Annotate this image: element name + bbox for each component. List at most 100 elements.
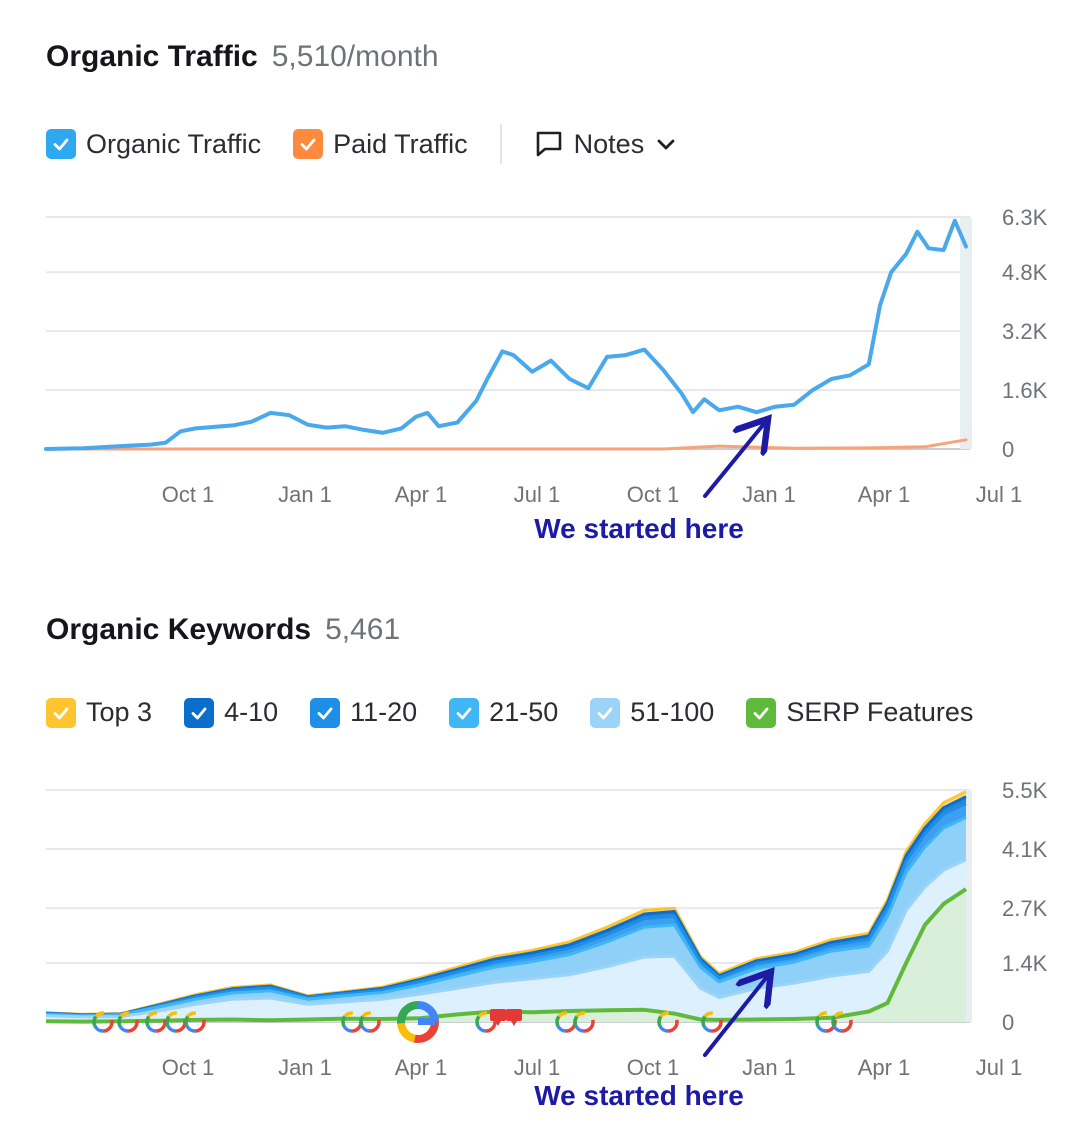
checkbox-organic-traffic[interactable] (46, 129, 76, 159)
google-icon[interactable] (184, 1011, 206, 1033)
legend-item-21-50[interactable]: 21-50 (449, 697, 558, 728)
legend-paid-traffic[interactable]: Paid Traffic (293, 129, 468, 160)
keywords-title: Organic Keywords 5,461 (46, 613, 400, 647)
legend-label: 4-10 (224, 697, 279, 727)
annotation-arrow (703, 425, 763, 498)
x-tick-label: Apr 1 (858, 1055, 911, 1080)
y-tick-label: 2.7K (1002, 896, 1048, 921)
reviews-icon[interactable] (506, 1009, 522, 1026)
google-icon[interactable] (831, 1011, 853, 1033)
keywords-legend: Top 3 4-10 11-20 21-50 51-100 SERP Features (46, 697, 1005, 728)
x-tick-label: Jul 1 (976, 1055, 1022, 1080)
google-icon[interactable] (475, 1011, 497, 1033)
organic-traffic-chart: 0 1.6K 3.2K 4.8K 6.3K Oct 1 Jan 1 Apr 1 Jul 1 Oct… (44, 205, 1048, 544)
y-tick-label: 0 (1002, 437, 1014, 462)
x-tick-label: Oct 1 (627, 482, 680, 507)
legend-divider (499, 124, 502, 164)
google-icon[interactable] (92, 1011, 114, 1033)
x-tick-label: Jan 1 (278, 1055, 332, 1080)
y-tick-label: 1.6K (1002, 378, 1048, 403)
keywords-value: 5,461 (325, 613, 401, 646)
x-tick-label: Oct 1 (162, 482, 215, 507)
traffic-legend: Organic Traffic Paid Traffic Notes (46, 124, 688, 164)
traffic-title: Organic Traffic 5,510/month (46, 40, 439, 74)
x-tick-label: Oct 1 (627, 1055, 680, 1080)
google-icon[interactable] (117, 1011, 139, 1033)
check-icon (753, 707, 769, 719)
legend-label: 21-50 (489, 697, 559, 727)
check-icon (317, 707, 333, 719)
series-line-organic-traffic (44, 218, 968, 451)
check-icon (300, 138, 316, 151)
x-tick-label: Oct 1 (162, 1055, 215, 1080)
organic-keywords-chart: 0 1.4K 2.7K 4.1K 5.5K Oct 1 Jan 1 Apr 1 Jul 1 Oct… (45, 778, 1048, 1111)
annotation-text: We started here (534, 1080, 744, 1111)
google-icon[interactable] (657, 1011, 679, 1033)
x-tick-label: Jul 1 (514, 1055, 560, 1080)
legend-organic-traffic[interactable]: Organic Traffic (46, 129, 261, 160)
series-area-51-100 (46, 859, 966, 1022)
y-tick-label: 4.1K (1002, 837, 1048, 862)
legend-item-51-100[interactable]: 51-100 (590, 697, 714, 728)
legend-item-serp-features[interactable]: SERP Features (746, 697, 973, 728)
x-tick-label: Jan 1 (742, 482, 796, 507)
x-tick-label: Apr 1 (395, 482, 448, 507)
keywords-title-label: Organic Keywords (46, 613, 312, 646)
y-tick-label: 5.5K (1002, 778, 1048, 803)
chevron-down-icon (657, 139, 675, 150)
annotation-text: We started here (534, 513, 744, 544)
google-icon[interactable] (573, 1011, 595, 1033)
google-icon[interactable] (359, 1011, 381, 1033)
legend-item-4-10[interactable]: 4-10 (184, 697, 278, 728)
check-icon (456, 707, 472, 719)
x-tick-label: Jan 1 (278, 482, 332, 507)
series-line-serp-features (45, 887, 968, 1024)
legend-checkbox[interactable] (746, 697, 777, 728)
y-tick-label: 3.2K (1002, 319, 1048, 344)
y-tick-label: 1.4K (1002, 951, 1048, 976)
check-icon (53, 138, 69, 151)
legend-checkbox[interactable] (449, 697, 480, 728)
annotation-arrow (703, 978, 766, 1057)
legend-checkbox[interactable] (310, 697, 341, 728)
series-line-21-50 (45, 816, 967, 1018)
legend-label: 51-100 (630, 697, 715, 727)
legend-label-paid-traffic: Paid Traffic (333, 128, 468, 159)
comment-icon (536, 131, 561, 157)
traffic-value: 5,510/month (271, 40, 439, 73)
y-tick-label: 4.8K (1002, 260, 1048, 285)
google-icon[interactable] (145, 1011, 167, 1033)
notes-label: Notes (573, 128, 645, 159)
check-icon (53, 707, 69, 719)
legend-checkbox[interactable] (590, 697, 621, 728)
reviews-icon[interactable] (490, 1009, 506, 1026)
x-tick-label: Apr 1 (858, 482, 911, 507)
google-large-icon[interactable] (397, 1001, 439, 1043)
check-icon (191, 707, 207, 719)
x-tick-label: Jul 1 (976, 482, 1022, 507)
legend-item-11-20[interactable]: 11-20 (310, 697, 417, 728)
legend-label-organic-traffic: Organic Traffic (86, 128, 262, 159)
x-tick-label: Jul 1 (514, 482, 560, 507)
incomplete-period-band (960, 217, 972, 449)
traffic-title-label: Organic Traffic (46, 40, 258, 73)
checkbox-paid-traffic[interactable] (293, 129, 324, 159)
google-icon[interactable] (815, 1011, 837, 1033)
y-tick-label: 6.3K (1002, 205, 1048, 230)
legend-label: 11-20 (350, 697, 418, 727)
series-line-11-20 (45, 802, 967, 1017)
google-icon[interactable] (701, 1011, 723, 1033)
check-icon (597, 707, 613, 719)
y-tick-label: 0 (1002, 1010, 1014, 1035)
legend-item-top-3[interactable]: Top 3 (46, 697, 152, 728)
series-line-4-10 (45, 795, 967, 1017)
legend-checkbox[interactable] (184, 697, 215, 728)
x-tick-label: Apr 1 (395, 1055, 448, 1080)
legend-label: SERP Features (786, 697, 974, 727)
legend-checkbox[interactable] (46, 697, 76, 728)
legend-label: Top 3 (86, 697, 153, 727)
series-line-51-100 (45, 858, 967, 1019)
x-tick-label: Jan 1 (742, 1055, 796, 1080)
series-line-paid-traffic (44, 438, 968, 451)
notes-dropdown[interactable]: Notes (534, 129, 689, 160)
